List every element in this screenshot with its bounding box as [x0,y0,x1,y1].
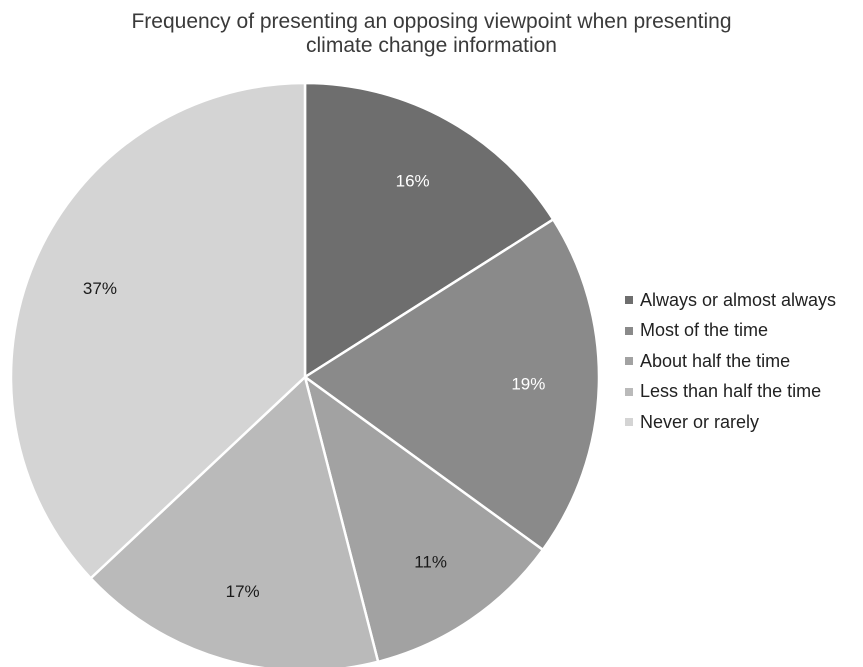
legend-label: Never or rarely [640,411,760,432]
pie-slices [9,81,601,667]
legend-item-never-or-rarely: Never or rarely [625,407,836,438]
legend-label: About half the time [640,350,791,371]
data-label-never-or-rarely: 37% [83,279,117,298]
legend-label: Less than half the time [640,381,822,402]
legend-item-less-than-half-the-time: Less than half the time [625,377,836,408]
data-label-always-or-almost-always: 16% [396,172,430,191]
legend-swatch [625,296,633,305]
legend-swatch [625,357,633,366]
pie-slice-always-or-almost-always [303,81,555,379]
data-label-about-half-the-time: 11% [414,552,447,571]
legend-swatch [625,387,633,396]
legend: Always or almost always Most of the time A… [625,285,836,438]
chart-title: Frequency of presenting an opposing view… [131,10,732,57]
legend-item-most-of-the-time: Most of the time [625,316,836,347]
pie-slice-never-or-rarely [9,81,307,580]
legend-swatch [625,418,633,427]
pie-slice-about-half-the-time [303,375,545,664]
legend-item-always-or-almost-always: Always or almost always [625,285,836,316]
legend-item-about-half-the-time: About half the time [625,346,836,377]
legend-swatch [625,326,633,335]
data-label-less-than-half-the-time: 17% [226,582,260,601]
legend-label: Most of the time [640,320,769,341]
legend-label: Always or almost always [640,289,837,310]
pie-slice-less-than-half-the-time [89,375,380,667]
data-label-most-of-the-time: 19% [511,375,545,394]
pie-slice-most-of-the-time [303,218,601,552]
pie-data-labels: 16% 19% 11% 17% 37% [83,172,545,601]
